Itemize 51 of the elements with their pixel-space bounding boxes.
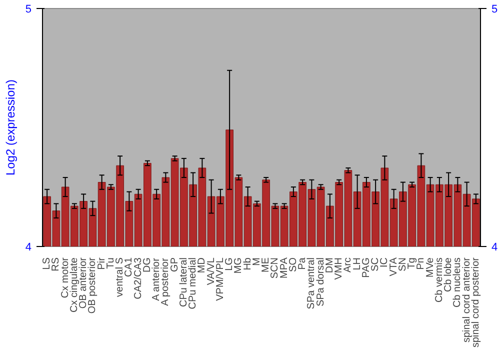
x-tick-label: MVe <box>424 257 436 278</box>
x-tick-label: SCN <box>270 257 281 279</box>
y2-tick-label: 5 <box>492 4 498 16</box>
x-tick-label: MG <box>233 257 244 274</box>
x-tick-label: Tg <box>406 258 418 270</box>
x-tick-label: Cb nucleus <box>452 258 464 308</box>
x-tick-label: spinal cord anterior <box>461 256 472 343</box>
x-tick-label: Pa <box>297 257 308 270</box>
x-tick-label: CPu medial <box>188 257 199 310</box>
x-tick-label: ME <box>260 257 272 272</box>
x-tick-label: GP <box>169 257 180 272</box>
x-tick-label: LH <box>352 257 363 270</box>
x-tick-label: SO <box>288 257 299 272</box>
x-tick-label: SN <box>397 257 408 272</box>
x-tick-label: Hb <box>242 257 254 270</box>
x-tick-label: Cx cingulate <box>68 257 80 313</box>
x-tick-label: Pir <box>96 256 108 270</box>
x-tick-label: SPa ventral <box>306 257 318 310</box>
x-tick-label: DG <box>142 257 153 272</box>
x-tick-label: VTA <box>388 257 400 276</box>
x-tick-label: Pn <box>416 257 427 270</box>
x-tick-label: IC <box>379 258 390 268</box>
x-tick-label: A posterior <box>160 257 172 306</box>
x-tick-label: A anterior <box>151 257 162 301</box>
x-tick-label: ventral S <box>114 257 126 297</box>
x-tick-label: VA/VL <box>206 257 217 286</box>
x-tick-label: VMH <box>334 257 345 280</box>
x-tick-label: LS <box>42 257 53 270</box>
x-tick-label: LG <box>224 257 236 271</box>
x-tick-label: CA1 <box>124 257 135 277</box>
x-tick-label: RS <box>50 257 62 272</box>
y-axis-title: Log2 (expression) <box>3 79 18 176</box>
x-tick-label: Arc <box>342 258 354 272</box>
x-tick-label: SPa dorsal <box>315 257 326 306</box>
x-tick-label: Cb lobe <box>443 257 454 292</box>
x-tick-label: Cx motor <box>60 256 71 298</box>
x-tick-label: OB anterior <box>78 256 90 309</box>
y2-tick-label: 4 <box>492 242 498 254</box>
x-tick-label: M <box>251 257 262 266</box>
x-tick-label: VPM/VPL <box>214 257 226 301</box>
x-tick-label: SC <box>370 257 382 272</box>
x-tick-label: Tu <box>105 257 116 269</box>
x-tick-label: MPA <box>278 257 290 278</box>
x-tick-label: OB posterior <box>87 256 98 314</box>
x-tick-label: spinal cord posterior <box>470 256 482 348</box>
x-tick-label: DM <box>324 257 336 274</box>
x-tick-label: CA2/CA3 <box>132 257 144 300</box>
x-tick-label: PAG <box>360 257 372 278</box>
x-tick-label: MD <box>196 257 208 274</box>
x-tick-label: Cb vermis <box>434 257 445 303</box>
x-tick-label: CPu lateral <box>178 258 190 307</box>
